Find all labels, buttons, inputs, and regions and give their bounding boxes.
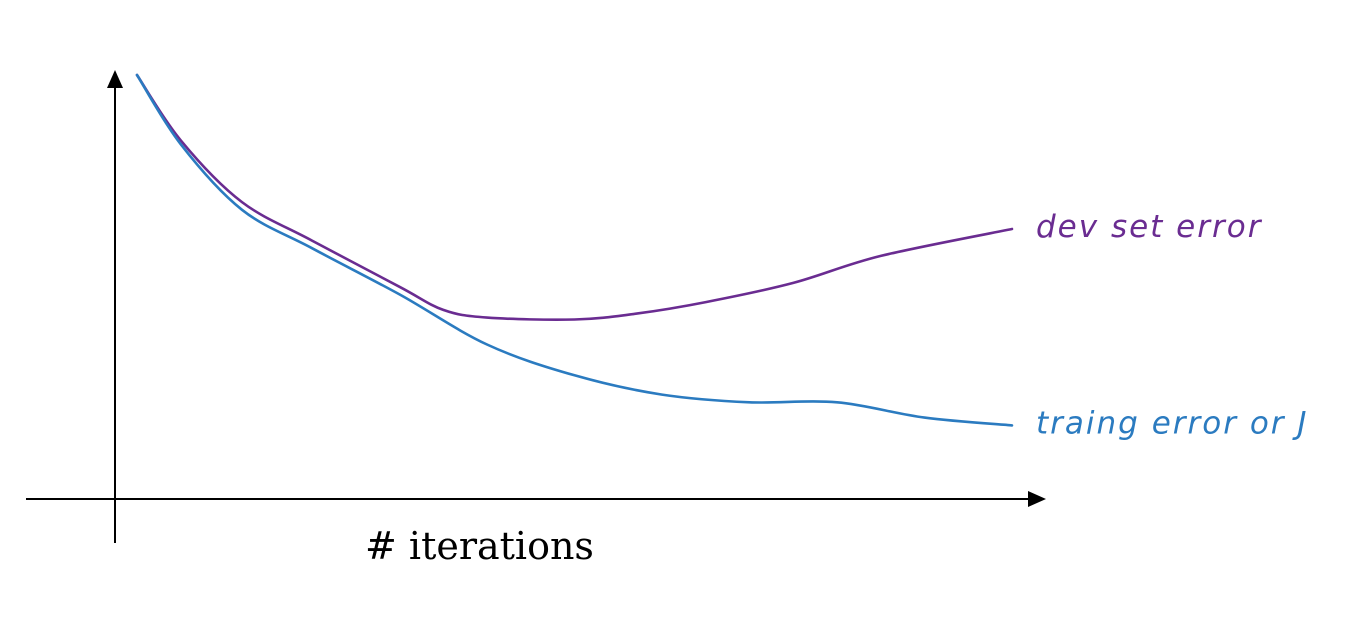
y-axis: [107, 70, 123, 543]
series-line-2: [135, 73, 1014, 427]
series-label-2: traing error or J: [1036, 405, 1309, 441]
series-layer: [135, 73, 1014, 427]
x-axis: [26, 491, 1046, 507]
x-axis-arrow: [1028, 491, 1046, 507]
series-label-layer: dev set error traing error or J: [1036, 209, 1309, 441]
y-axis-arrow: [107, 70, 123, 88]
series-label-1: dev set error: [1036, 209, 1263, 245]
x-axis-label: # iterations: [365, 524, 594, 568]
series-line-1: [135, 73, 1014, 321]
